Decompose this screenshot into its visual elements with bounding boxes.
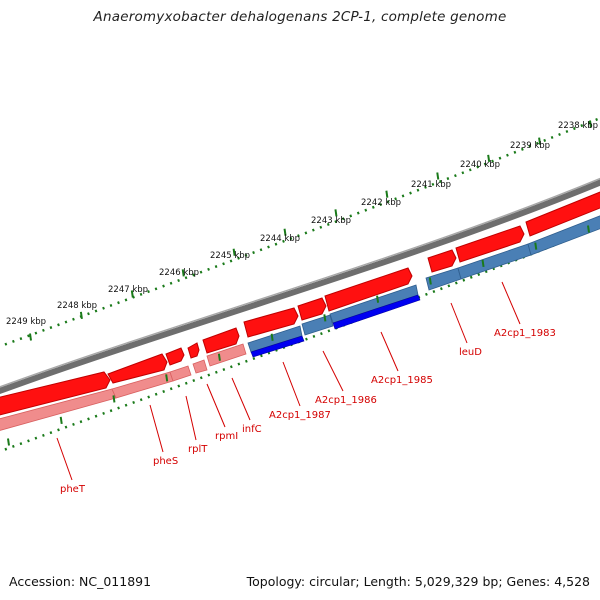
gene-label-A2cp1_1987[interactable]: A2cp1_1987 xyxy=(269,410,331,421)
kbp-label: 2243 kbp xyxy=(311,216,351,226)
gene-pheT-forward[interactable] xyxy=(0,371,111,420)
tick-mark xyxy=(29,333,32,341)
gene-rplT-forward[interactable] xyxy=(165,347,185,366)
gene-label-pheT[interactable]: pheT xyxy=(60,484,86,495)
tick-mark xyxy=(334,209,338,217)
gene-pheS-forward[interactable] xyxy=(107,353,168,384)
gene-1987-forward[interactable] xyxy=(243,307,299,338)
cds-1987-dark[interactable] xyxy=(250,335,305,358)
kbp-labels: 2238 kbp 2239 kbp 2240 kbp 2241 kbp 2242… xyxy=(6,121,598,327)
gene-label-leuD[interactable]: leuD xyxy=(459,347,482,358)
kbp-label: 2238 kbp xyxy=(558,121,598,131)
map-title: Anaeromyxobacter dehalogenans 2CP-1, com… xyxy=(93,9,507,25)
tick-mark xyxy=(79,311,83,320)
tick-mark xyxy=(7,438,10,446)
gene-next-forward[interactable] xyxy=(525,188,600,237)
gene-label-rplT[interactable]: rplT xyxy=(188,444,208,455)
tick-mark xyxy=(283,228,287,236)
kbp-label: 2242 kbp xyxy=(361,198,401,208)
accession-text: Accession: NC_011891 xyxy=(9,574,152,589)
tick-mark xyxy=(428,277,432,285)
cds-infC[interactable] xyxy=(206,343,247,367)
cds-next[interactable] xyxy=(527,208,600,256)
genome-summary-text: Topology: circular; Length: 5,029,329 bp… xyxy=(246,574,590,589)
gene-1985-forward[interactable] xyxy=(324,267,413,312)
kbp-label: 2248 kbp xyxy=(57,301,97,311)
tick-mark xyxy=(130,290,134,298)
kbp-label: 2249 kbp xyxy=(6,317,46,327)
gene-labels: pheT pheS rplT rpmI infC A2cp1_1987 A2cp… xyxy=(60,328,556,495)
tick-mark xyxy=(112,395,116,403)
gene-label-leaders xyxy=(56,281,521,481)
tick-mark xyxy=(181,269,185,277)
cds-lane xyxy=(0,208,600,431)
backbone-ring xyxy=(0,179,600,395)
kbp-label: 2246 kbp xyxy=(159,268,199,278)
cds-rplT[interactable] xyxy=(169,365,192,382)
gene-label-A2cp1_1983[interactable]: A2cp1_1983 xyxy=(494,328,556,339)
gene-label-infC[interactable]: infC xyxy=(242,424,262,435)
gene-1983-forward[interactable] xyxy=(455,225,525,263)
tick-mark xyxy=(587,225,590,233)
tick-mark xyxy=(232,248,236,256)
tick-mark xyxy=(589,120,592,128)
tick-mark xyxy=(165,374,169,382)
tick-mark xyxy=(376,295,380,303)
gene-leuD-forward[interactable] xyxy=(427,249,457,273)
outer-tick-marks xyxy=(29,120,592,341)
tick-mark xyxy=(385,190,389,198)
gene-infC-forward[interactable] xyxy=(202,327,240,354)
kbp-label: 2240 kbp xyxy=(460,160,500,170)
gene-label-A2cp1_1986[interactable]: A2cp1_1986 xyxy=(315,395,377,406)
tick-mark xyxy=(538,137,542,145)
gene-label-A2cp1_1985[interactable]: A2cp1_1985 xyxy=(371,375,433,386)
tick-mark xyxy=(487,154,491,163)
tick-mark xyxy=(481,259,485,268)
gene-label-rpmI[interactable]: rpmI xyxy=(215,431,238,442)
tick-mark xyxy=(270,333,274,341)
tick-mark xyxy=(323,314,327,322)
kbp-label: 2241 kbp xyxy=(411,180,451,190)
cds-rpmI[interactable] xyxy=(192,359,208,374)
backbone-highlight xyxy=(0,177,600,388)
kbp-label: 2244 kbp xyxy=(260,234,300,244)
cds-leuD[interactable] xyxy=(425,267,462,291)
cds-1985-dark[interactable] xyxy=(332,294,421,330)
kbp-label: 2239 kbp xyxy=(510,141,550,151)
tick-mark xyxy=(436,172,440,180)
tick-mark xyxy=(59,416,63,425)
gene-1986-forward[interactable] xyxy=(297,297,327,321)
tick-mark xyxy=(534,242,538,250)
kbp-label: 2247 kbp xyxy=(108,285,148,295)
tick-mark xyxy=(217,353,221,361)
gene-label-pheS[interactable]: pheS xyxy=(153,456,178,467)
gene-rpmI-forward[interactable] xyxy=(187,342,200,359)
inner-tick-marks xyxy=(7,225,590,446)
kbp-label: 2245 kbp xyxy=(210,251,250,261)
forward-genes xyxy=(0,188,600,420)
